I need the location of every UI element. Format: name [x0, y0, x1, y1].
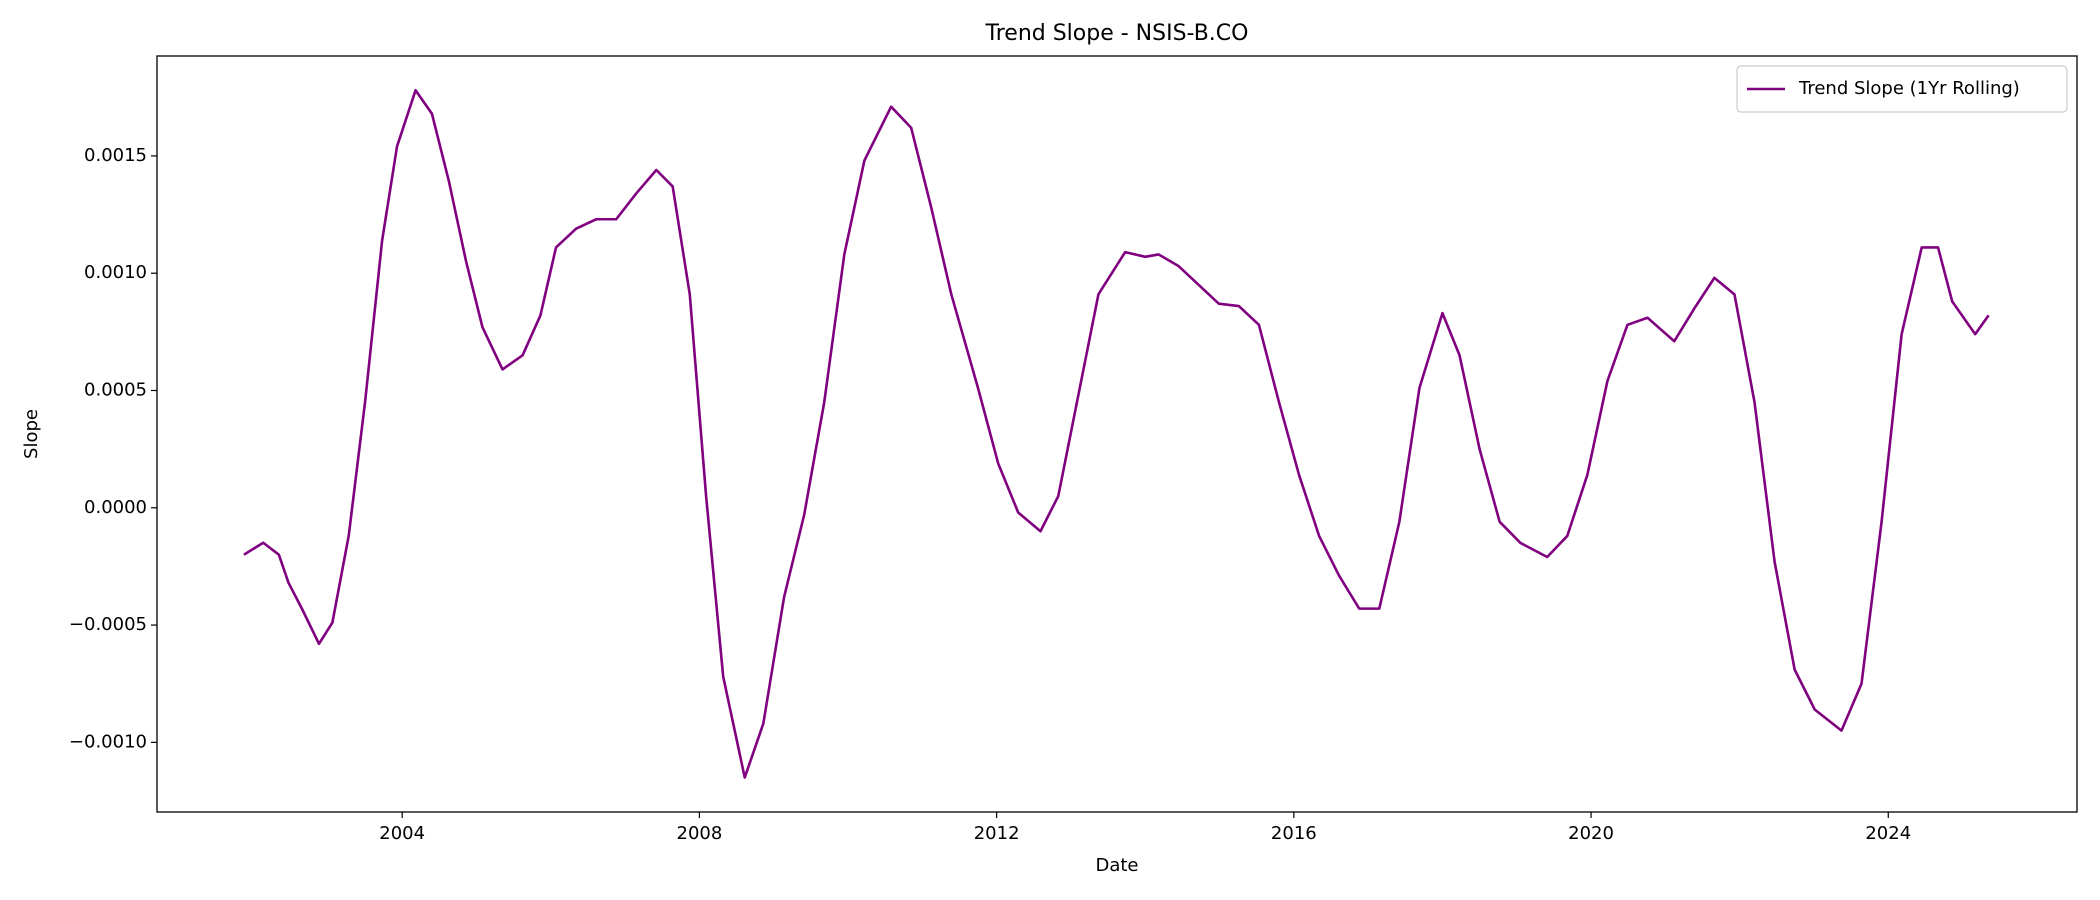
- y-tick-label: 0.0000: [84, 497, 147, 518]
- chart-title: Trend Slope - NSIS-B.CO: [985, 21, 1249, 46]
- data-line: [243, 88, 1990, 779]
- legend-box: [1736, 65, 2068, 113]
- y-tick-label: 0.0010: [84, 262, 147, 283]
- y-axis-label: Slope: [21, 409, 42, 459]
- y-tick-label: 0.0015: [84, 145, 147, 166]
- x-tick-label: 2012: [974, 823, 1020, 844]
- plot-frame: [156, 55, 2078, 813]
- x-tick-label: 2024: [1865, 823, 1911, 844]
- x-tick-label: 2008: [677, 823, 723, 844]
- x-tick-label: 2016: [1271, 823, 1317, 844]
- y-tick-label: 0.0005: [84, 379, 147, 400]
- x-tick-label: 2004: [379, 823, 425, 844]
- x-axis-label: Date: [1095, 855, 1138, 876]
- y-tick-label: −0.0005: [69, 614, 147, 635]
- legend-label: Trend Slope (1Yr Rolling): [1798, 78, 2020, 99]
- y-tick-label: −0.0010: [69, 731, 147, 752]
- x-tick-label: 2020: [1568, 823, 1614, 844]
